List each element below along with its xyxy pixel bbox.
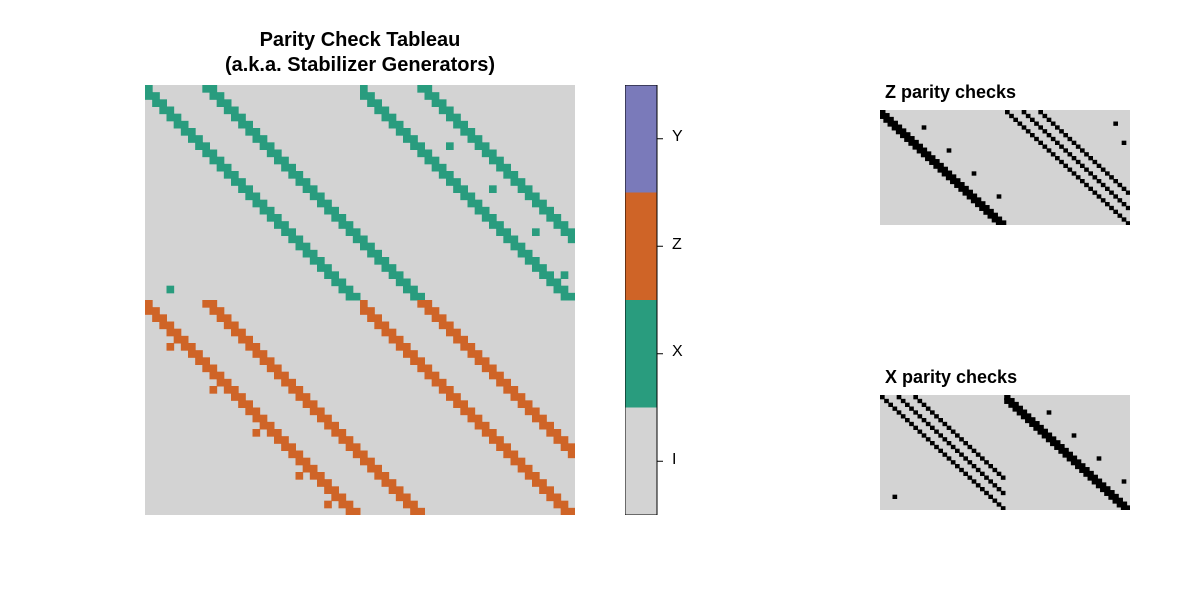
colorbar-label-Y: Y [672, 128, 683, 146]
main-title-line1: Parity Check Tableau [260, 29, 461, 51]
z-parity-title: Z parity checks [885, 82, 1016, 103]
colorbar-label-Z: Z [672, 236, 682, 254]
x-parity-checks-plot [880, 395, 1130, 510]
main-title-line2: (a.k.a. Stabilizer Generators) [225, 54, 495, 76]
colorbar-label-I: I [672, 451, 676, 469]
z-parity-checks-plot [880, 110, 1130, 225]
colorbar-label-X: X [672, 343, 683, 361]
x-parity-title: X parity checks [885, 367, 1017, 388]
parity-check-tableau-plot [145, 85, 575, 515]
main-title: Parity Check Tableau (a.k.a. Stabilizer … [145, 28, 575, 78]
